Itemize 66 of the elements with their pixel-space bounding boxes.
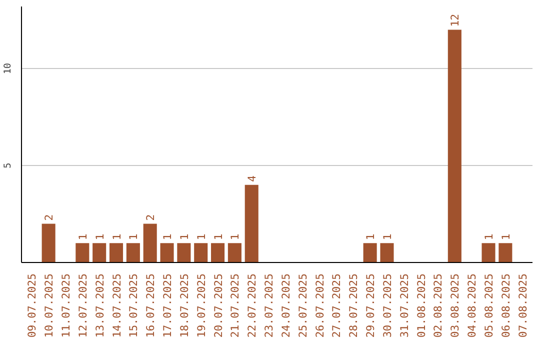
x-tick-label: 23.07.2025 xyxy=(262,274,276,338)
bar xyxy=(498,243,512,262)
bar xyxy=(380,243,394,262)
data-label: 2 xyxy=(144,214,158,221)
data-label: 1 xyxy=(482,234,496,240)
x-tick-label: 31.07.2025 xyxy=(398,274,411,338)
data-label: 12 xyxy=(448,14,462,27)
x-tick-label: 13.07.2025 xyxy=(93,274,106,338)
bar xyxy=(448,30,462,262)
x-tick-label: 18.07.2025 xyxy=(178,274,191,338)
x-tick-label: 01.08.2025 xyxy=(414,274,428,338)
x-tick-label: 29.07.2025 xyxy=(364,274,378,338)
bar xyxy=(194,243,208,262)
bar xyxy=(363,243,377,262)
data-label: 2 xyxy=(42,214,56,221)
x-tick-label: 02.08.2025 xyxy=(432,274,445,338)
data-label: 1 xyxy=(178,234,191,240)
x-tick-label: 12.07.2025 xyxy=(76,274,90,338)
data-label: 1 xyxy=(228,234,242,240)
x-tick-label: 03.08.2025 xyxy=(448,274,462,338)
data-label: 1 xyxy=(76,234,90,240)
data-label: 1 xyxy=(212,234,225,240)
x-tick-label: 28.07.2025 xyxy=(347,274,360,338)
data-label: 1 xyxy=(161,234,174,240)
data-label: 1 xyxy=(110,234,124,240)
bar xyxy=(76,243,90,262)
bar xyxy=(244,184,258,262)
x-tick-label: 25.07.2025 xyxy=(296,274,310,338)
bar xyxy=(211,243,225,262)
bar xyxy=(177,243,191,262)
data-label: 1 xyxy=(499,234,512,240)
bar xyxy=(109,243,124,262)
data-label: 1 xyxy=(194,234,208,240)
x-tick-label: 22.07.2025 xyxy=(246,274,259,338)
x-tick-label: 26.07.2025 xyxy=(313,274,326,338)
x-tick-label: 06.08.2025 xyxy=(499,274,512,338)
data-label: 1 xyxy=(127,234,140,240)
x-tick-label: 19.07.2025 xyxy=(194,274,208,338)
x-tick-label: 30.07.2025 xyxy=(380,274,394,338)
x-tick-label: 16.07.2025 xyxy=(144,274,158,338)
data-label: 1 xyxy=(364,234,378,240)
x-tick-label: 09.07.2025 xyxy=(26,274,39,338)
x-tick-label: 05.08.2025 xyxy=(482,274,496,338)
x-tick-label: 15.07.2025 xyxy=(127,274,140,338)
x-tick-label: 20.07.2025 xyxy=(212,274,225,338)
bar xyxy=(482,243,496,262)
x-tick-label: 17.07.2025 xyxy=(161,274,174,338)
bar xyxy=(126,243,140,262)
x-tick-label: 11.07.2025 xyxy=(59,274,72,338)
y-tick-label: 5 xyxy=(2,162,14,168)
bar xyxy=(228,243,242,262)
data-label: 1 xyxy=(380,234,394,240)
data-label: 4 xyxy=(246,176,259,182)
x-tick-label: 21.07.2025 xyxy=(228,274,242,338)
x-tick-label: 27.07.2025 xyxy=(330,274,344,338)
bar xyxy=(42,224,56,262)
bar xyxy=(143,224,157,262)
x-tick-label: 14.07.2025 xyxy=(110,274,124,338)
bar xyxy=(92,243,106,262)
x-tick-label: 24.07.2025 xyxy=(279,274,292,338)
x-tick-label: 04.08.2025 xyxy=(466,274,479,338)
data-label: 1 xyxy=(93,234,106,240)
bar xyxy=(160,243,174,262)
x-tick-label: 10.07.2025 xyxy=(42,274,56,338)
y-tick-label: 10 xyxy=(2,62,14,74)
x-tick-label: 07.08.2025 xyxy=(516,274,530,338)
